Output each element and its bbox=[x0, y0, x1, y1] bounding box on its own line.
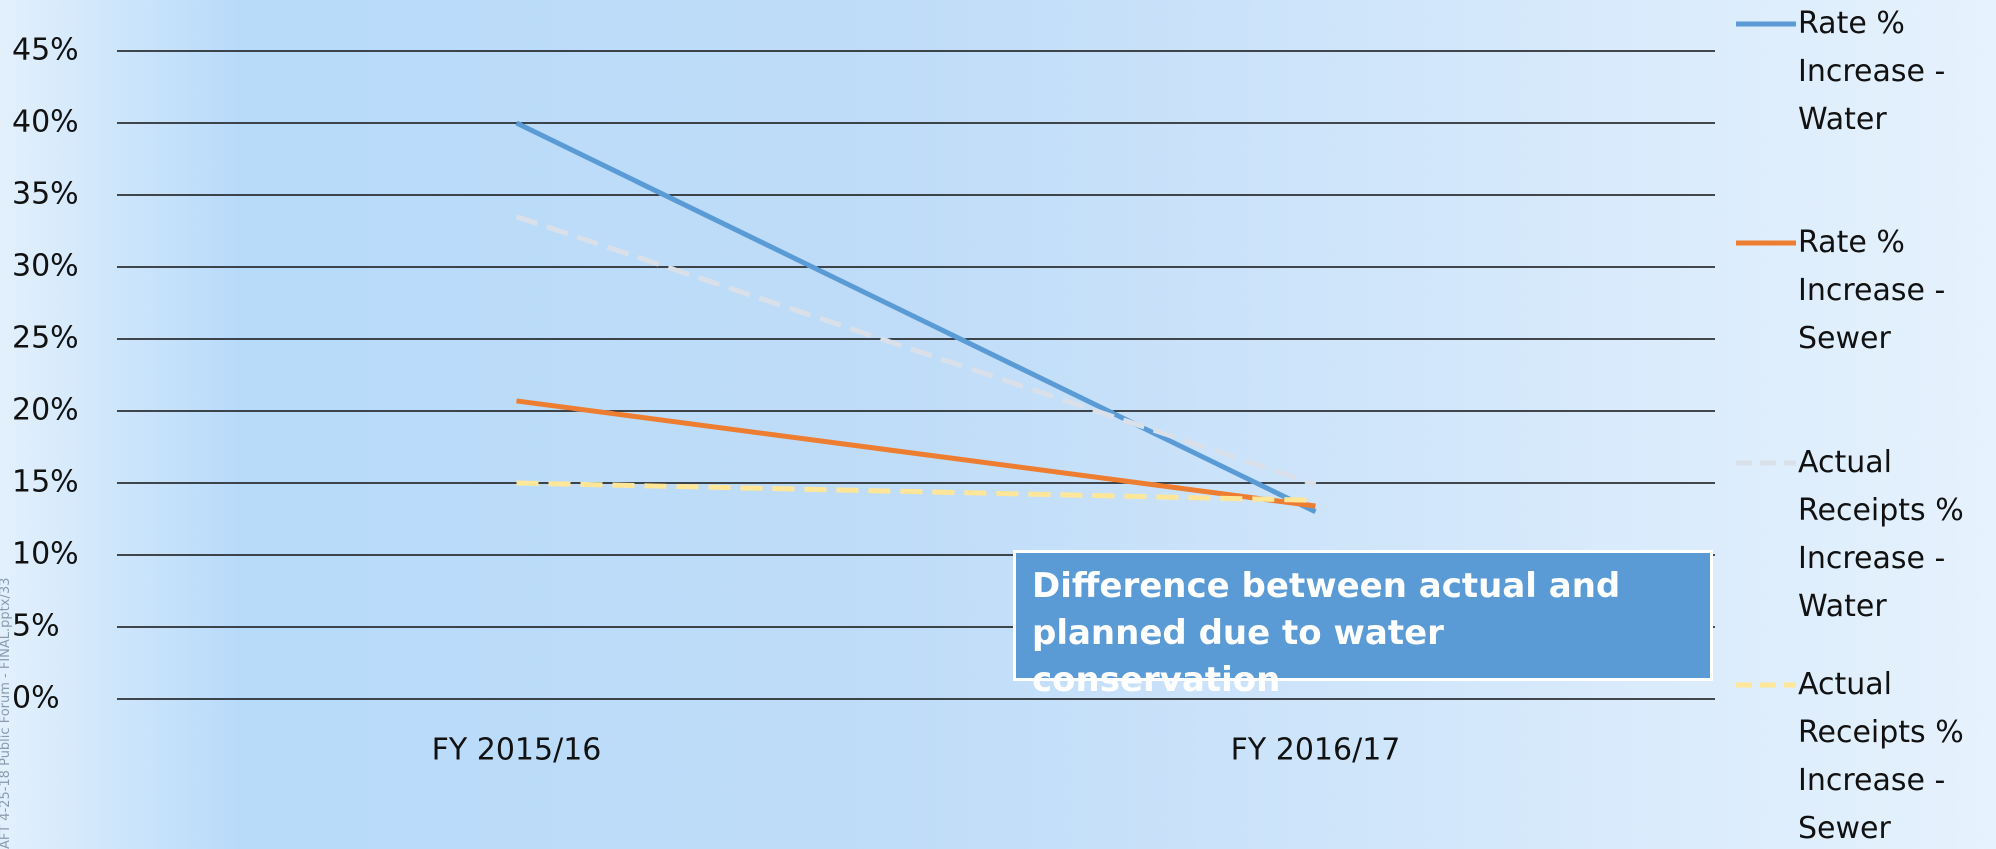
y-tick-label: 40% bbox=[12, 105, 79, 140]
series-line bbox=[516, 480, 1316, 503]
legend-entry: Rate % Increase - Water bbox=[1798, 6, 1946, 137]
side-note: AFT 4-25-18 Public Forum - FINAL.pptx/33 bbox=[0, 577, 13, 849]
y-tick-label: 35% bbox=[12, 177, 79, 212]
legend-entry: Actual Receipts % Increase - Sewer bbox=[1798, 667, 1964, 846]
x-tick-label: FY 2016/17 bbox=[1231, 733, 1401, 768]
y-tick-label: 10% bbox=[12, 537, 79, 572]
y-tick-label: 15% bbox=[12, 465, 79, 500]
y-tick-label: 30% bbox=[12, 249, 79, 284]
y-tick-label: 0% bbox=[12, 681, 60, 716]
legend-entry: Rate % Increase - Sewer bbox=[1798, 225, 1946, 356]
y-tick-label: 5% bbox=[12, 609, 60, 644]
series-line bbox=[515, 120, 1317, 515]
legend-entry: Actual Receipts % Increase - Water bbox=[1798, 445, 1964, 624]
y-tick-label: 25% bbox=[12, 321, 79, 356]
x-tick-label: FY 2015/16 bbox=[432, 733, 602, 768]
y-tick-label: 20% bbox=[12, 393, 79, 428]
annotation: Difference between actual and planned du… bbox=[1013, 550, 1713, 700]
y-tick-label: 45% bbox=[12, 33, 79, 68]
series-line bbox=[515, 214, 1317, 487]
series-line bbox=[516, 398, 1316, 509]
